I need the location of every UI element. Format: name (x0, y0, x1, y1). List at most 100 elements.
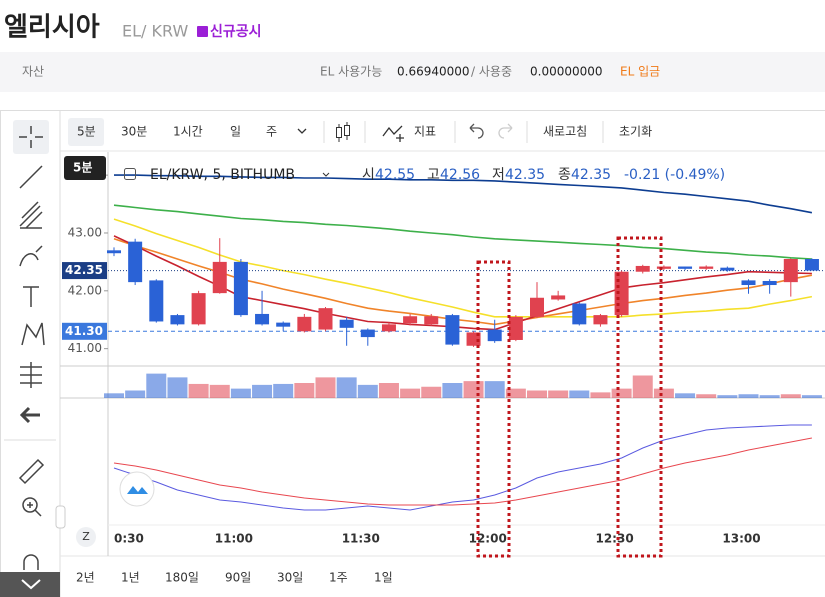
x-tick-label: 12:30 (595, 532, 633, 546)
interval[interactable]: 30분 (121, 125, 147, 139)
legend-label: 고 (427, 167, 440, 183)
volume-bar (273, 383, 294, 398)
candle-body (508, 316, 523, 340)
pattern-tool[interactable] (21, 322, 45, 346)
price-label-bg (62, 262, 107, 280)
tooltip-text: 5분 (73, 161, 92, 175)
candle-body (191, 293, 206, 325)
reset[interactable]: 초기화 (619, 125, 652, 139)
volume-bar (505, 388, 526, 398)
candle-body (339, 319, 354, 328)
volume-bar (738, 394, 759, 398)
highlight-box (476, 260, 511, 558)
indicator[interactable]: 지표 (414, 125, 436, 139)
volume-bar (230, 388, 251, 398)
brush-tool[interactable] (19, 245, 43, 267)
candle-body (783, 259, 798, 283)
volume-bar (209, 384, 230, 398)
volume-bar (104, 393, 124, 398)
line-tool[interactable] (19, 165, 43, 189)
candle-body (572, 303, 587, 325)
logo-badge[interactable] (119, 471, 155, 507)
collapse-handle[interactable] (55, 505, 66, 529)
interval[interactable]: 주 (266, 125, 277, 139)
sidebar-toggle[interactable] (0, 572, 60, 597)
candle-body (656, 266, 671, 269)
y-tick-label: 41.00 (68, 341, 102, 355)
indicator-icon[interactable] (382, 125, 404, 142)
pair: EL/ KRW (122, 22, 188, 41)
deposit[interactable]: EL 입금 (620, 65, 660, 79)
volume-bar (653, 388, 674, 398)
redo[interactable] (498, 123, 513, 139)
range[interactable]: 1주 (329, 571, 348, 585)
refresh[interactable]: 새로고침 (543, 125, 587, 139)
interval[interactable]: 1시간 (173, 125, 203, 139)
zoom-reset-bg[interactable] (76, 527, 96, 547)
range[interactable]: 1일 (374, 571, 393, 585)
available-label: EL 사용가능 (320, 65, 382, 79)
asset-label: 자산 (22, 65, 44, 79)
volume-bar (590, 392, 611, 398)
zoom-reset[interactable]: Z (82, 530, 90, 543)
in-use-label: / 사용중 (471, 65, 512, 79)
magnet-tool[interactable] (23, 554, 39, 570)
interval[interactable]: 5분 (77, 125, 96, 139)
candle-body (128, 241, 143, 283)
x-tick-label: 11:00 (215, 532, 253, 546)
moving-average (113, 218, 813, 318)
badge-icon (197, 26, 208, 37)
x-tick-label: 11:30 (342, 532, 380, 546)
candle-body (381, 324, 396, 332)
candle-body (530, 297, 544, 317)
volume-bar (442, 383, 463, 398)
measure-tool[interactable] (20, 362, 42, 388)
legend-dropdown[interactable] (322, 172, 330, 177)
interval-dropdown[interactable] (297, 128, 307, 134)
text-tool[interactable] (23, 286, 39, 307)
ruler-tool[interactable] (18, 458, 45, 485)
badge[interactable]: 신규공시 (210, 24, 262, 40)
candle-body (403, 316, 418, 324)
undo[interactable] (469, 123, 484, 139)
volume-bar (188, 383, 209, 398)
range[interactable]: 1년 (121, 571, 140, 585)
interval[interactable]: 일 (230, 125, 241, 139)
candle-body (593, 315, 608, 325)
legend-value: 42.56 (440, 167, 480, 183)
candle-body (318, 308, 333, 330)
available: 0.66940000 (397, 65, 470, 79)
candle-body (635, 265, 650, 272)
range[interactable]: 90일 (225, 571, 251, 585)
volume-bar (484, 381, 505, 398)
volume-bar (548, 390, 569, 398)
legend-icon[interactable] (124, 168, 136, 180)
volume-bar (696, 394, 717, 398)
legend-value: 42.35 (571, 167, 611, 183)
range[interactable]: 2년 (76, 571, 95, 585)
moving-average (113, 204, 812, 260)
price-label: 41.30 (65, 324, 103, 338)
volume-bar (611, 388, 632, 398)
logo-icon (127, 486, 148, 494)
candle-body (551, 295, 566, 300)
candle-body (699, 266, 714, 269)
legend-value: 42.55 (375, 167, 415, 183)
coin-title: 엘리시아 (4, 13, 100, 43)
hide-tool[interactable] (19, 406, 40, 424)
volume-bar (527, 390, 547, 398)
toggle-arrow (21, 579, 41, 590)
price-label-bg (62, 322, 107, 340)
candle-body (445, 315, 460, 345)
fib-tool[interactable] (19, 201, 43, 229)
volume-bar (357, 384, 378, 398)
interval-active-bg (68, 118, 104, 146)
crosshair-tool[interactable] (19, 126, 43, 148)
candle-body (107, 250, 121, 254)
range[interactable]: 180일 (165, 571, 199, 585)
candle-body (762, 280, 777, 286)
zoom-tool[interactable] (27, 502, 42, 517)
legend-value: 42.35 (505, 167, 545, 183)
range[interactable]: 30일 (277, 571, 303, 585)
